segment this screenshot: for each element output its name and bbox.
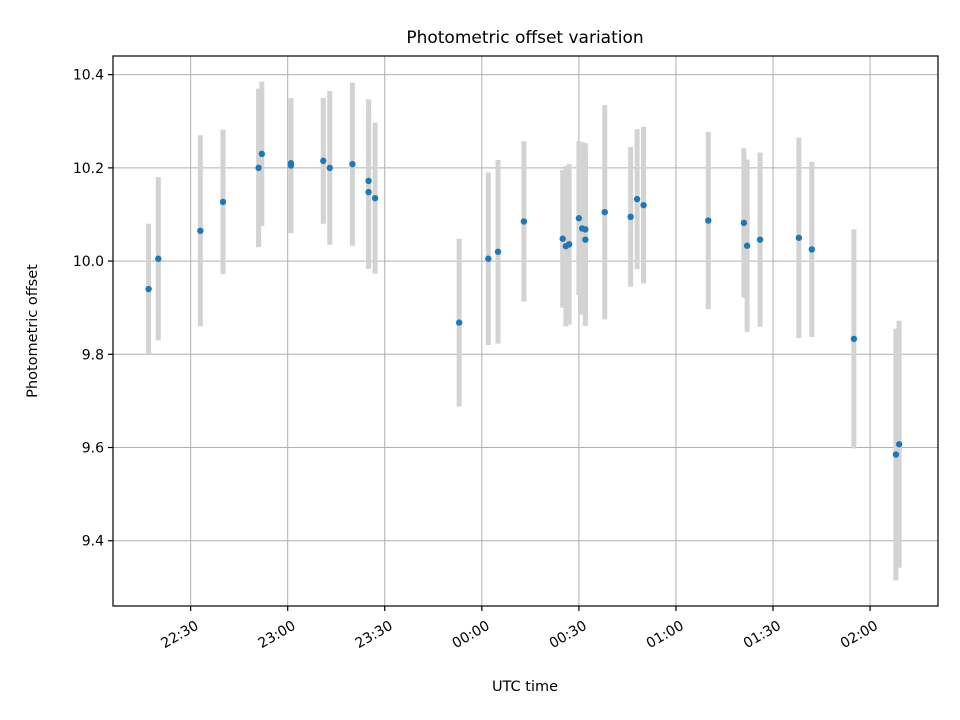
data-point xyxy=(494,248,502,255)
data-point xyxy=(320,157,327,165)
data-point xyxy=(575,215,583,222)
data-points xyxy=(145,150,903,458)
data-point xyxy=(365,188,372,196)
chart-title: Photometric offset variation xyxy=(406,28,643,48)
data-point xyxy=(255,164,262,172)
data-point xyxy=(197,227,204,234)
y-tick-label: 9.4 xyxy=(82,534,104,550)
data-point xyxy=(582,236,589,243)
data-point xyxy=(371,194,379,202)
data-point xyxy=(795,234,803,241)
data-point xyxy=(601,208,608,216)
data-point xyxy=(287,160,295,167)
data-point xyxy=(219,198,227,206)
y-tick-label: 9.6 xyxy=(82,441,104,457)
data-point xyxy=(145,285,152,293)
data-point xyxy=(258,150,266,158)
data-point xyxy=(627,213,634,221)
y-tick-label: 10.4 xyxy=(73,68,104,84)
y-tick-label: 9.8 xyxy=(82,347,104,363)
x-tick-label: 01:00 xyxy=(644,618,687,652)
x-tick-label: 22:30 xyxy=(158,618,201,652)
data-point xyxy=(326,164,333,172)
data-point xyxy=(740,219,748,227)
data-point xyxy=(892,451,900,458)
y-tick-label: 10.0 xyxy=(73,254,104,270)
data-point xyxy=(455,319,463,326)
data-point xyxy=(895,441,903,448)
x-tick-label: 02:00 xyxy=(838,618,881,652)
data-point xyxy=(850,335,858,343)
data-point xyxy=(565,241,573,248)
data-point xyxy=(743,242,751,249)
data-point xyxy=(520,218,528,225)
x-tick-label: 00:30 xyxy=(547,618,590,652)
x-tick-label: 23:30 xyxy=(353,618,396,652)
y-tick-label: 10.2 xyxy=(73,161,104,177)
x-axis: 22:30 23:00 23:30 00:00 00:30 01:00 01:30 02:00 xyxy=(158,606,881,652)
data-point xyxy=(582,226,589,233)
data-point xyxy=(808,246,816,253)
x-tick-label: 00:00 xyxy=(450,618,493,652)
data-point xyxy=(155,255,162,262)
data-point xyxy=(559,235,566,242)
y-axis-label: Photometric offset xyxy=(25,264,41,398)
data-point xyxy=(633,195,641,203)
x-tick-label: 01:30 xyxy=(741,618,784,652)
x-axis-label: UTC time xyxy=(492,679,558,695)
data-point xyxy=(756,236,764,243)
plot-frame xyxy=(112,55,939,607)
data-point xyxy=(349,160,356,168)
data-point xyxy=(705,217,712,224)
x-tick-label: 23:00 xyxy=(256,618,299,652)
data-point xyxy=(485,255,492,262)
data-point xyxy=(640,201,647,209)
data-point xyxy=(365,177,372,185)
y-axis: 9.4 9.6 9.8 10.0 10.2 10.4 xyxy=(73,68,113,550)
